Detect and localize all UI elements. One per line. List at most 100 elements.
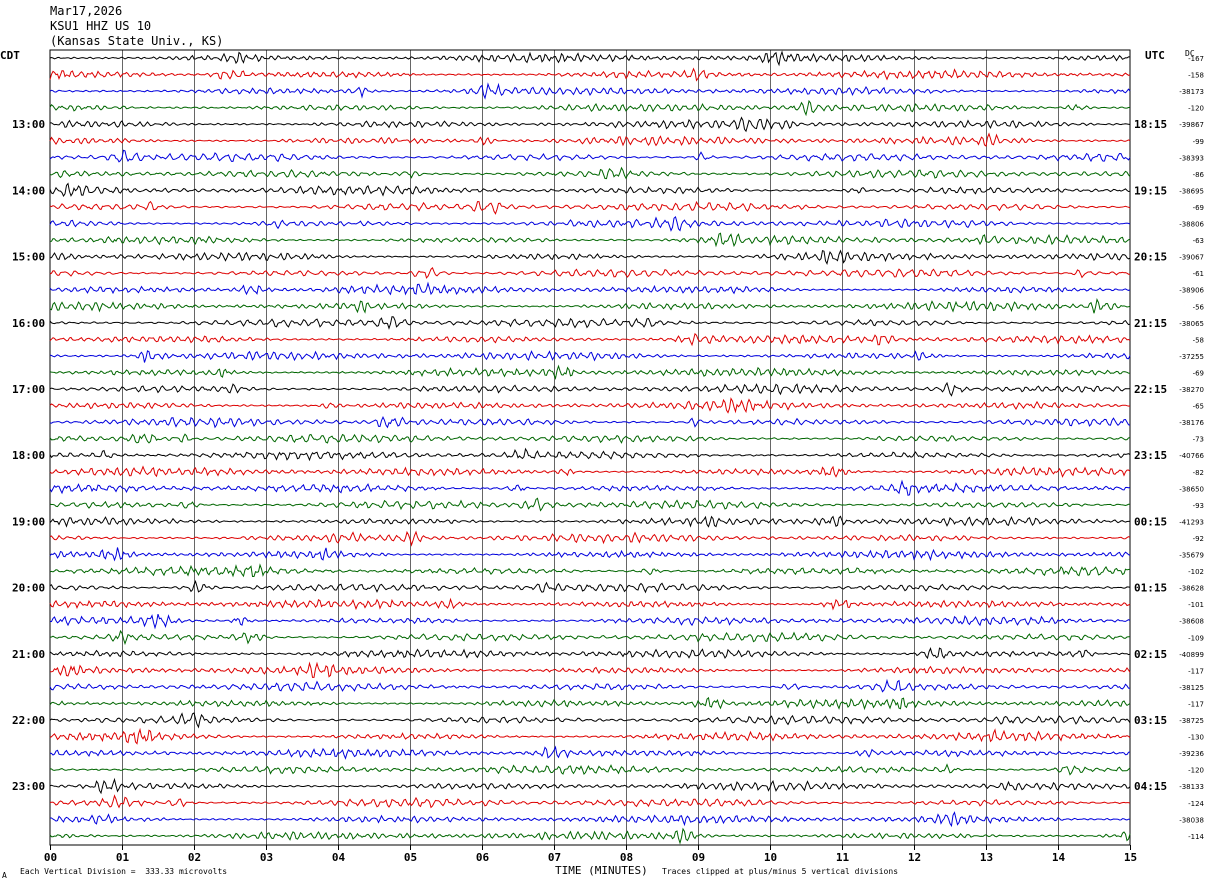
seismic-trace	[49, 447, 1131, 462]
seismic-trace	[49, 712, 1131, 729]
hour-label-cdt: 13:00	[12, 118, 45, 131]
hour-label-cdt: 21:00	[12, 648, 45, 661]
seismic-trace	[49, 316, 1131, 330]
station-location: (Kansas State Univ., KS)	[50, 34, 224, 48]
seismic-trace	[49, 200, 1131, 215]
dc-offset-label: -38038	[1179, 816, 1204, 824]
hour-label-utc: 21:15	[1134, 317, 1167, 330]
seismic-trace	[50, 116, 1131, 133]
scale-note: Each Vertical Division = 333.33 microvol…	[20, 867, 228, 876]
dc-offset-label: -69	[1193, 204, 1204, 212]
seismic-trace	[49, 647, 1131, 660]
seismic-trace	[49, 297, 1131, 314]
seismic-trace	[49, 563, 1131, 578]
dc-offset-label: -93	[1193, 502, 1204, 510]
dc-offset-label: -117	[1188, 667, 1204, 675]
hour-label-utc: 19:15	[1134, 184, 1167, 197]
dc-offset-label: -82	[1193, 469, 1204, 477]
clip-note: Traces clipped at plus/minus 5 vertical …	[662, 867, 899, 876]
hour-label-utc: 04:15	[1134, 780, 1167, 793]
hour-label-utc: 02:15	[1134, 648, 1167, 661]
dc-offset-label: -39067	[1179, 254, 1204, 262]
seismic-trace	[49, 794, 1131, 809]
dc-offset-label: -63	[1193, 237, 1204, 245]
seismic-trace	[49, 249, 1131, 266]
dc-offset-label: -38695	[1179, 187, 1204, 195]
dc-offset-label: -40766	[1179, 452, 1204, 460]
seismic-trace	[49, 547, 1131, 562]
dc-offset-label: -38628	[1179, 585, 1204, 593]
seismic-trace	[49, 661, 1131, 678]
dc-offset-label: -40899	[1179, 651, 1204, 659]
hour-label-cdt: 17:00	[12, 383, 45, 396]
left-axis-title: CDT	[0, 49, 20, 62]
dc-offset-label: -130	[1188, 734, 1204, 742]
dc-offset-label: -37255	[1179, 353, 1204, 361]
dc-offset-label: -99	[1193, 138, 1204, 146]
dc-offset-label: -120	[1188, 767, 1204, 775]
dc-offset-label: -38176	[1179, 419, 1204, 427]
dc-offset-label: -101	[1188, 601, 1204, 609]
dc-offset-label: -86	[1193, 171, 1205, 179]
seismic-trace	[49, 149, 1131, 163]
x-tick-label: 09	[692, 851, 705, 864]
dc-offset-label: -69	[1193, 369, 1204, 377]
dc-offset-label: -38173	[1179, 88, 1204, 96]
seismic-trace	[49, 381, 1130, 397]
x-tick-label: 13	[980, 851, 993, 864]
x-tick-label: 11	[836, 851, 850, 864]
seismic-trace	[49, 827, 1131, 845]
seismic-trace	[49, 166, 1131, 180]
right-axis-title: UTC	[1145, 49, 1165, 62]
dc-offset-label: -38608	[1179, 618, 1204, 626]
seismic-trace	[49, 281, 1131, 296]
seismic-trace	[49, 497, 1131, 512]
x-tick-label: 15	[1124, 851, 1137, 864]
seismic-trace	[49, 465, 1131, 478]
seismic-trace	[50, 811, 1131, 828]
dc-offset-label: -38125	[1179, 684, 1204, 692]
seismic-trace	[49, 579, 1131, 594]
hour-label-utc: 22:15	[1134, 383, 1167, 396]
dc-offset-label: -61	[1193, 270, 1204, 278]
dc-offset-label: -38650	[1179, 485, 1204, 493]
hour-label-cdt: 23:00	[12, 780, 45, 793]
hour-label-cdt: 22:00	[12, 714, 45, 727]
station-id: KSU1 HHZ US 10	[50, 19, 152, 33]
hour-label-cdt: 19:00	[12, 515, 45, 528]
seismic-trace	[49, 597, 1131, 611]
dc-offset-label: -38270	[1179, 386, 1204, 394]
hour-label-cdt: 15:00	[12, 251, 45, 264]
seismic-trace	[49, 50, 1130, 67]
seismic-trace	[49, 530, 1131, 547]
dc-offset-label: -35679	[1179, 552, 1204, 560]
seismic-trace	[49, 678, 1131, 693]
hour-label-utc: 00:15	[1134, 515, 1167, 528]
seismic-trace	[49, 267, 1130, 279]
plot-date: Mar17,2026	[50, 4, 123, 18]
hour-label-utc: 20:15	[1134, 251, 1167, 264]
seismic-trace	[49, 332, 1131, 347]
seismic-trace	[49, 629, 1130, 646]
seismic-trace	[49, 397, 1131, 414]
seismic-trace	[49, 364, 1131, 380]
hour-label-utc: 18:15	[1134, 118, 1167, 131]
hour-label-utc: 01:15	[1134, 582, 1167, 595]
seismic-trace	[49, 67, 1131, 82]
dc-offset-label: -41293	[1179, 518, 1204, 526]
dc-offset-label: -38906	[1179, 287, 1204, 295]
dc-offset-label: -124	[1188, 800, 1204, 808]
seismic-trace	[49, 727, 1131, 745]
dc-offset-label: -167	[1188, 55, 1204, 63]
corner-mark: A	[2, 871, 7, 880]
hour-label-utc: 23:15	[1134, 449, 1167, 462]
x-tick-label: 08	[620, 851, 633, 864]
plot-frame	[49, 49, 1131, 846]
seismic-trace	[49, 745, 1131, 760]
dc-offset-label: -58	[1193, 336, 1204, 344]
seismic-trace	[49, 82, 1131, 100]
seismic-trace	[49, 99, 1131, 117]
x-tick-label: 01	[116, 851, 130, 864]
seismic-trace	[49, 515, 1131, 528]
